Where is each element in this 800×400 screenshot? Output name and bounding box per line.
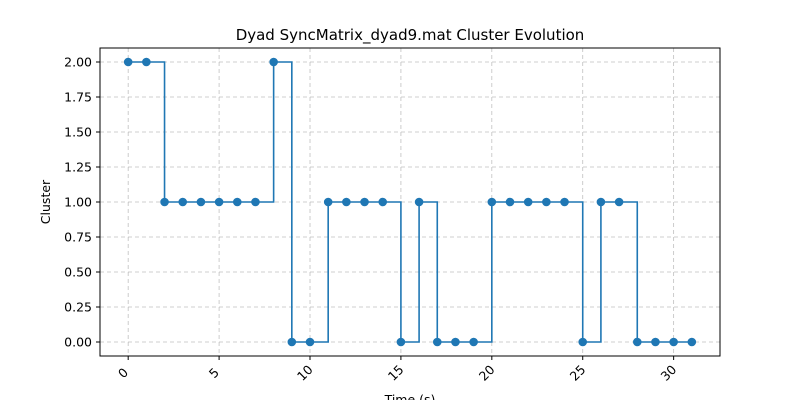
y-tick-label: 1.00 (64, 195, 92, 210)
data-point (196, 197, 206, 207)
y-axis: 0.00 0.25 0.50 0.75 1.00 1.25 1.50 1.75 2.00 (64, 55, 100, 350)
x-tick-label: 30 (658, 362, 680, 384)
data-point (378, 197, 388, 207)
data-point (669, 337, 678, 347)
data-point (687, 337, 697, 347)
data-point (342, 197, 351, 207)
data-point (214, 197, 224, 207)
y-tick-label: 0.25 (64, 300, 92, 315)
data-point (123, 57, 133, 67)
x-tick-label: 0 (115, 365, 131, 381)
y-tick-label: 1.25 (64, 160, 92, 175)
x-tick-label: 15 (385, 362, 407, 384)
y-axis-label: Cluster (38, 179, 53, 224)
x-axis: 0 5 10 15 20 25 30 (115, 356, 680, 384)
x-tick-label: 5 (206, 365, 222, 381)
data-point (632, 337, 642, 347)
x-tick-label: 25 (567, 362, 589, 384)
data-point (542, 197, 551, 207)
y-tick-label: 0.50 (64, 265, 92, 280)
data-point (323, 197, 333, 207)
data-point (505, 197, 515, 207)
data-point (360, 197, 369, 207)
series-cluster (123, 57, 697, 347)
y-tick-label: 2.00 (64, 55, 92, 70)
data-point (469, 337, 478, 347)
data-point (596, 197, 606, 207)
x-tick-label: 20 (476, 362, 498, 384)
y-tick-label: 0.00 (64, 335, 92, 350)
y-tick-label: 0.75 (64, 230, 92, 245)
data-point (160, 197, 169, 207)
data-point (651, 337, 660, 347)
data-point (578, 337, 588, 347)
chart-title: Dyad SyncMatrix_dyad9.mat Cluster Evolut… (236, 26, 585, 45)
data-point (560, 197, 569, 207)
data-point (287, 337, 297, 347)
data-point (232, 197, 242, 207)
y-tick-label: 1.75 (64, 90, 92, 105)
data-point (251, 197, 260, 207)
data-point (269, 57, 278, 67)
data-point (142, 57, 151, 67)
x-tick-label: 10 (294, 362, 316, 384)
data-point (523, 197, 533, 207)
data-point (178, 197, 188, 207)
data-point (414, 197, 424, 207)
y-tick-label: 1.50 (64, 125, 92, 140)
data-point (487, 197, 497, 207)
data-point (396, 337, 406, 347)
data-point (432, 337, 442, 347)
data-point (614, 197, 624, 207)
x-axis-label: Time (s) (384, 392, 436, 400)
data-point (305, 337, 315, 347)
data-point (451, 337, 460, 347)
